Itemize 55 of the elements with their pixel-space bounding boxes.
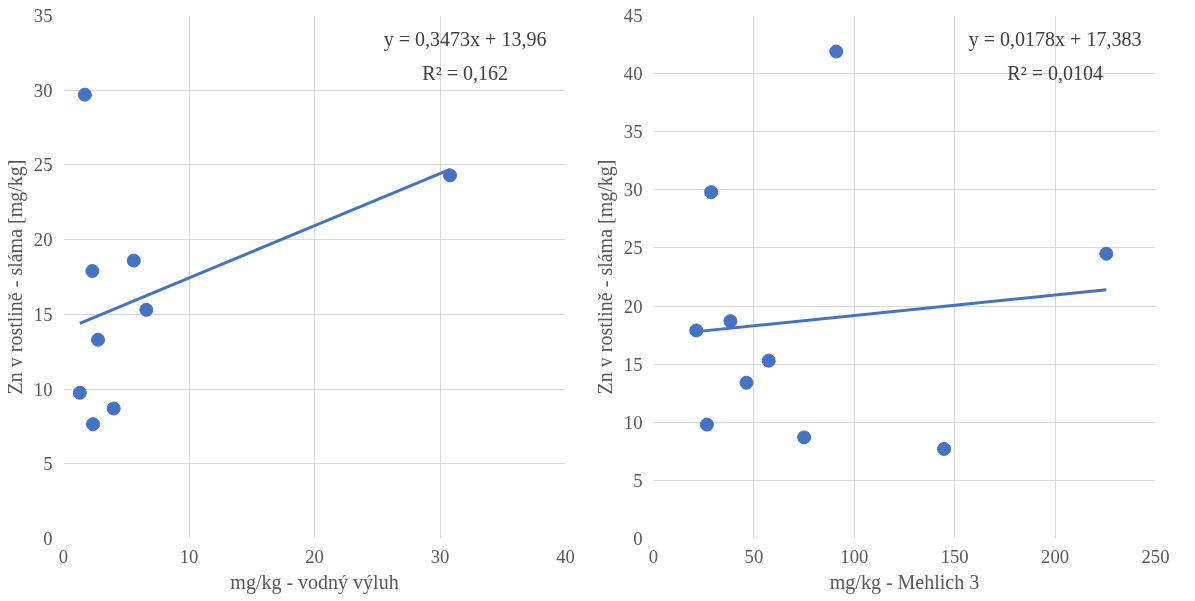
y-tick-label: 15 — [33, 303, 53, 325]
x-tick-label: 10 — [179, 545, 199, 567]
annotation: R² = 0,0104 — [1007, 62, 1103, 85]
y-tick-label: 5 — [633, 469, 643, 491]
y-tick-label: 35 — [623, 121, 643, 143]
y-tick-label: 0 — [633, 528, 643, 549]
x-tick-label: 200 — [1041, 545, 1070, 567]
point — [739, 375, 754, 390]
point — [91, 332, 106, 347]
y-tick-label: 20 — [33, 229, 53, 251]
point — [139, 302, 154, 317]
y-tick-label: 5 — [43, 453, 53, 475]
point — [126, 253, 141, 268]
y-tick-label: 40 — [623, 63, 643, 85]
point — [85, 417, 100, 432]
point — [723, 314, 738, 329]
x-axis-title: mg/kg - vodný výluh — [230, 570, 399, 594]
y-tick-label: 10 — [33, 378, 53, 400]
annotation: R² = 0,162 — [422, 62, 508, 85]
y-tick-label: 25 — [623, 237, 643, 259]
point — [72, 385, 87, 400]
y-tick-label: 10 — [623, 411, 643, 433]
x-axis-title: mg/kg - Mehlich 3 — [829, 570, 980, 594]
y-tick-label: 30 — [623, 179, 643, 201]
y-tick-label: 35 — [33, 5, 53, 26]
y-tick-label: 20 — [623, 295, 643, 317]
y-tick-label: 0 — [43, 528, 53, 549]
y-axis-title: Zn v rostlině - sláma [mg/kg] — [593, 159, 617, 395]
point — [761, 353, 776, 368]
point — [699, 417, 714, 432]
y-tick-label: 45 — [623, 5, 643, 26]
x-tick-label: 250 — [1141, 545, 1170, 567]
annotation: y = 0,3473x + 13,96 — [383, 28, 547, 52]
x-tick-label: 30 — [430, 545, 450, 567]
point — [1099, 246, 1114, 261]
point — [829, 44, 844, 59]
x-tick-label: 100 — [840, 545, 869, 567]
point — [443, 168, 458, 183]
y-tick-label: 15 — [623, 353, 643, 375]
point — [85, 264, 100, 279]
x-tick-label: 40 — [556, 545, 575, 567]
point — [704, 185, 719, 200]
point — [106, 401, 121, 416]
annotation: y = 0,0178x + 17,383 — [968, 28, 1142, 52]
y-axis-title: Zn v rostlině - sláma [mg/kg] — [3, 159, 27, 395]
x-tick-label: 150 — [940, 545, 969, 567]
y-tick-label: 25 — [33, 154, 53, 176]
y-tick-label: 30 — [33, 79, 53, 101]
x-tick-label: 20 — [305, 545, 324, 567]
x-tick-label: 0 — [58, 545, 69, 567]
point — [797, 430, 812, 445]
x-tick-label: 50 — [744, 545, 764, 567]
x-tick-label: 0 — [648, 545, 659, 567]
point — [77, 87, 92, 102]
point — [937, 442, 952, 456]
